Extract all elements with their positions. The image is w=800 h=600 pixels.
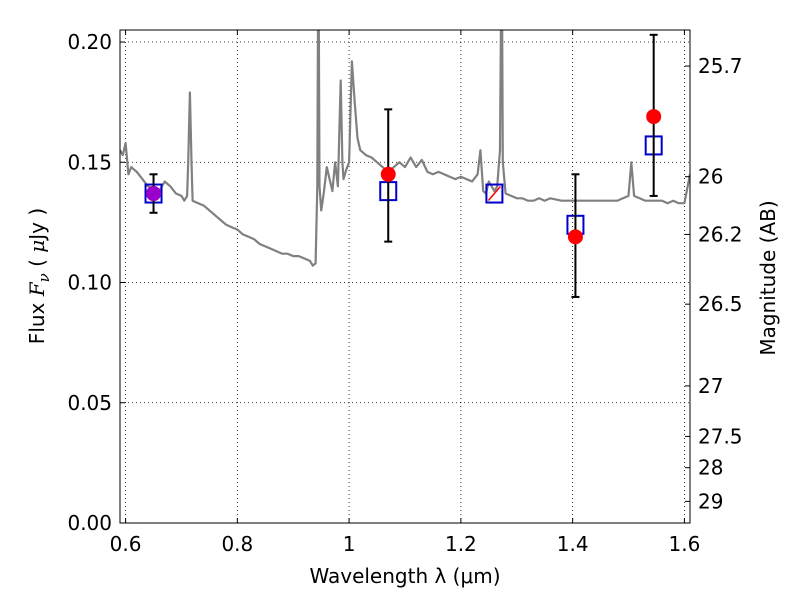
y-label-fnu: F [25,281,49,297]
x-tick-label: 1 [343,532,356,556]
observed-point [646,109,662,125]
observed-limit-mark [487,186,501,202]
right-tick-label: 26.5 [698,292,743,316]
observed-point [567,229,583,245]
observed-point [380,166,396,182]
right-tick-label: 26.2 [698,222,743,246]
y-label-flux: Flux [25,296,49,344]
right-tick-label: 26 [698,165,723,189]
x-tick-label: 1.6 [669,532,701,556]
overlap-point [146,186,162,202]
y-tick-label: 0.20 [67,30,112,54]
x-tick-label: 0.6 [110,532,142,556]
model-square-marker [485,183,504,204]
y-tick-label: 0.05 [67,391,112,415]
y-label-jy: Jy ) [25,208,49,242]
y-tick-label: 0.10 [67,271,112,295]
y-axis-label-right: Magnitude (AB) [756,200,780,355]
right-tick-label: 28 [698,456,723,480]
y-tick-label: 0.15 [67,150,112,174]
y-label-unit: ( [25,253,49,274]
right-tick-label: 29 [698,489,723,513]
y-tick-label: 0.00 [67,511,112,535]
plot-frame [119,29,691,524]
spectrum-line [120,30,690,267]
y-label-mu: μ [25,240,49,253]
plot-area [120,30,690,523]
right-tick-label: 27 [698,374,723,398]
y-axis-label-left: Flux Fν ( μJy ) [25,208,53,344]
y-label-nu: ν [35,273,53,282]
x-tick-label: 1.2 [445,532,477,556]
series-layer [120,30,690,298]
ticks: 0.6 0.8 1 1.2 1.4 1.6 0.00 0.05 0.10 0.15 0.20 25.7… [67,30,743,556]
right-tick-label: 27.5 [698,424,743,448]
right-tick-label: 25.7 [698,54,743,78]
x-tick-label: 1.4 [557,532,589,556]
x-tick-label: 0.8 [221,532,253,556]
x-axis-label: Wavelength λ (μm) [309,564,500,588]
